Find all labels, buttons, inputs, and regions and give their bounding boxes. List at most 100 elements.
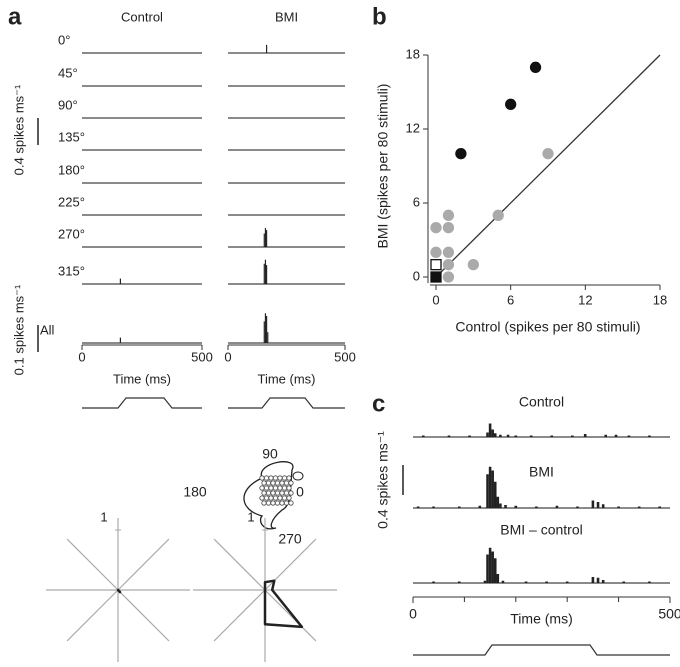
spike-bar — [571, 435, 574, 437]
spike-bar — [491, 551, 494, 583]
spike-bar — [457, 581, 461, 583]
row-label: 225° — [58, 194, 85, 209]
point — [505, 98, 517, 110]
direction-label: 0 — [296, 484, 304, 500]
direction-label: 270 — [278, 531, 302, 547]
panel-label: a — [8, 3, 22, 30]
spike-bar — [576, 506, 579, 508]
y-tick-label: 18 — [406, 46, 420, 61]
row-label: 180° — [58, 162, 85, 177]
spike-bar — [545, 581, 548, 583]
spike-bar — [591, 500, 595, 508]
spike-bar — [488, 466, 492, 508]
polar-axis — [213, 589, 266, 642]
spike-bar — [486, 474, 489, 508]
point — [529, 61, 542, 73]
identity-line — [435, 54, 661, 278]
spike-bar — [432, 506, 435, 508]
x-tick-label: 0 — [432, 292, 439, 307]
spike-bar — [488, 423, 492, 437]
x-axis-label: Control (spikes per 80 stimuli) — [455, 319, 640, 335]
spike-bar — [264, 313, 267, 343]
y-axis-label: BMI (spikes per 80 stimuli) — [375, 84, 391, 249]
spike-bar — [496, 496, 500, 508]
spike-bar — [529, 435, 533, 437]
r-tick-label: 1 — [100, 509, 107, 524]
spike-bar — [499, 434, 502, 437]
spike-bar — [263, 233, 265, 247]
scale-label: 0.4 spikes ms⁻¹ — [375, 431, 391, 529]
spike-bar — [119, 278, 121, 284]
spike-bar — [421, 435, 425, 437]
x-tick-label: 500 — [334, 349, 356, 364]
x-axis-label: Time (ms) — [257, 371, 315, 386]
spike-bar — [483, 580, 487, 583]
row-label: 0° — [58, 32, 70, 47]
spike-bar — [535, 506, 538, 508]
spike-bar — [648, 435, 651, 437]
spike-bar — [491, 470, 494, 508]
row-label: 45° — [58, 65, 78, 80]
polar-axis — [264, 589, 317, 642]
point — [430, 222, 442, 234]
panel-label: c — [372, 390, 385, 417]
spike-bar — [266, 44, 268, 53]
spike-bar — [267, 332, 269, 343]
spike-bar — [514, 505, 518, 508]
spike-bar — [614, 434, 618, 437]
point — [430, 271, 442, 283]
stimulus-trace — [82, 397, 202, 409]
point — [442, 209, 455, 221]
spike-bar — [550, 435, 554, 437]
polar-axis — [264, 538, 317, 591]
spike-bar — [555, 505, 559, 508]
spike-bar — [447, 435, 451, 437]
spike-bar — [648, 581, 651, 583]
point — [492, 209, 504, 221]
trace-title: BMI – control — [500, 522, 582, 538]
spike-bar — [457, 506, 461, 508]
point — [430, 259, 442, 271]
spike-bar — [486, 432, 489, 437]
stimulus-trace — [413, 644, 670, 656]
trace-title: BMI — [529, 464, 554, 480]
y-tick-label: 0 — [413, 268, 420, 283]
column-title: BMI — [275, 9, 298, 24]
direction-label: 90 — [262, 446, 278, 462]
spike-bar — [478, 505, 482, 508]
spike-bar — [617, 506, 620, 508]
spike-bar — [604, 434, 608, 437]
spike-bar — [637, 506, 641, 508]
spike-bar — [493, 481, 497, 508]
spike-bar — [504, 505, 507, 508]
spike-bar — [501, 580, 505, 583]
spike-bar — [596, 577, 600, 583]
point — [430, 246, 442, 258]
spike-bar — [524, 581, 528, 583]
stimulus-trace — [228, 397, 345, 409]
trace-title: Control — [519, 394, 564, 410]
row-label: 315° — [58, 263, 85, 278]
point — [442, 271, 455, 283]
polar-axis — [66, 589, 119, 642]
spike-bar — [622, 581, 626, 583]
polar-axis — [117, 589, 170, 642]
tuning-polygon — [116, 588, 122, 594]
spike-bar — [658, 506, 662, 508]
spike-bar — [601, 580, 605, 583]
column-title: Control — [121, 9, 163, 24]
polar-axis — [213, 538, 266, 591]
spike-bar — [266, 265, 268, 284]
spike-bar — [496, 574, 500, 583]
tuning-polygon — [263, 579, 304, 629]
spike-bar — [591, 577, 595, 583]
panel-label: b — [372, 3, 387, 30]
spike-bar — [432, 581, 435, 583]
x-tick-label: 500 — [191, 349, 213, 364]
spike-bar — [266, 316, 268, 343]
spike-bar — [627, 435, 631, 437]
polar-axis — [117, 538, 170, 591]
y-tick-label: 12 — [406, 120, 420, 135]
point — [442, 222, 455, 234]
